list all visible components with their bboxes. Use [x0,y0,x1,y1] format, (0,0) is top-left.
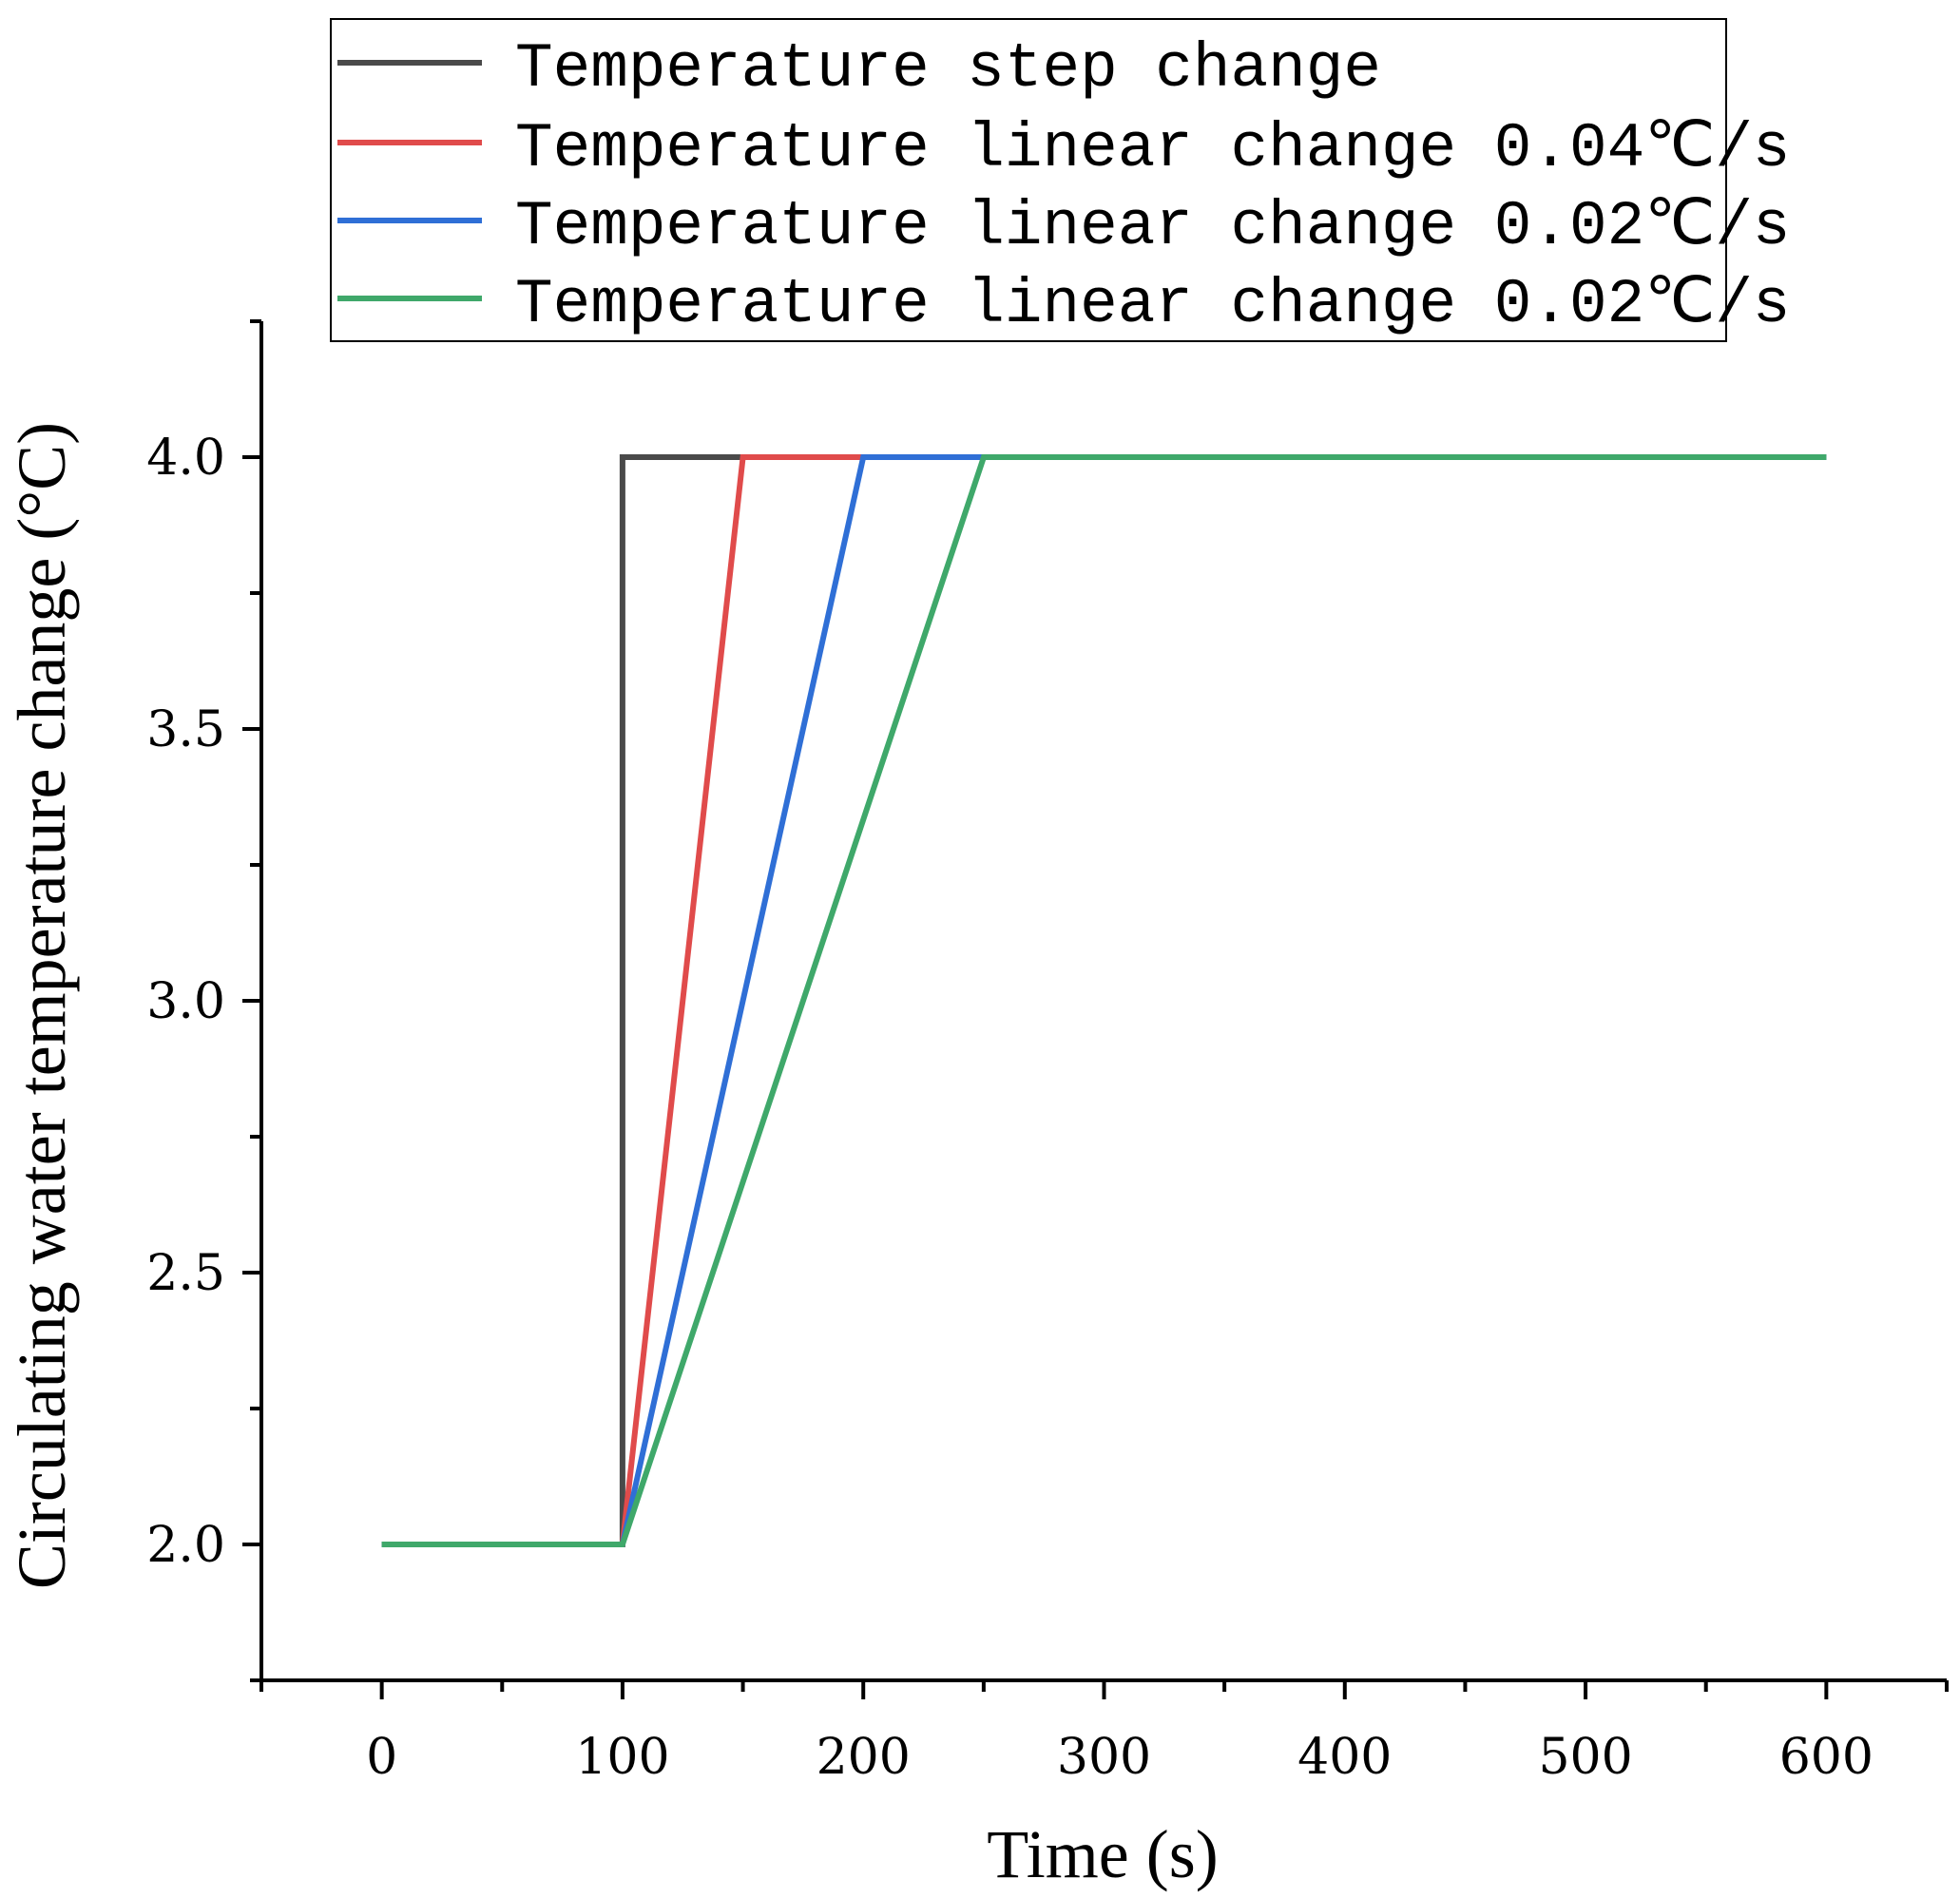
x-axis-title: Time (s) [987,1816,1218,1892]
x-tick-label: 600 [1779,1729,1874,1786]
series-line-3 [381,454,1827,1547]
series-layer [381,454,1827,1547]
y-tick-label: 3.5 [146,701,225,758]
legend-box [330,18,1727,342]
y-tick-label: 4.0 [146,430,225,487]
x-tick-label: 400 [1297,1729,1392,1786]
legend-label-linear-004: Temperature linear change 0.04℃/s [515,113,1791,184]
legend-label-step: Temperature step change [515,33,1381,105]
y-ticks: 2.0 2.5 3.0 3.5 4.0 [146,319,261,1682]
legend-label-linear-002-b: Temperature linear change 0.02℃/s [515,269,1791,340]
y-tick-label: 2.0 [146,1517,225,1574]
x-ticks: 0 100 200 300 400 500 600 [259,1680,1949,1786]
x-tick-label: 100 [575,1729,669,1786]
series-line-2 [381,454,1827,1547]
x-tick-label: 300 [1057,1729,1151,1786]
series-line-1 [381,454,1827,1547]
y-axis-title: Circulating water temperature change (°C… [4,422,80,1589]
y-tick-label: 2.5 [146,1245,225,1302]
x-tick-label: 500 [1538,1729,1632,1786]
legend: Temperature step change Temperature line… [330,18,1791,342]
legend-label-linear-002-a: Temperature linear change 0.02℃/s [515,191,1791,262]
series-line-0 [381,454,1827,1547]
x-tick-label: 200 [817,1729,911,1786]
y-tick-label: 3.0 [146,973,225,1030]
x-tick-label: 0 [366,1729,397,1786]
axes [259,321,1947,1682]
